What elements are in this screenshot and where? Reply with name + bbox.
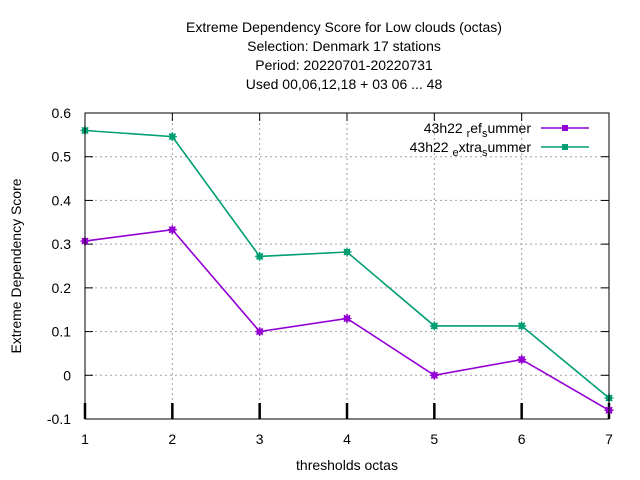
legend-label-part: ummer <box>487 139 531 155</box>
x-tick-label: 2 <box>168 431 176 447</box>
y-tick-label: 0.3 <box>52 236 72 252</box>
legend-label-part: s <box>482 147 488 159</box>
y-tick-label: 0.5 <box>52 149 72 165</box>
x-tick-label: 3 <box>256 431 264 447</box>
x-tick-label: 5 <box>430 431 438 447</box>
series-lines <box>80 125 614 415</box>
y-tick-label: 0 <box>63 367 71 383</box>
data-point-marker <box>255 251 265 261</box>
legend-item: 43h22 refsummer <box>424 120 589 140</box>
chart-title: Extreme Dependency Score for Low clouds … <box>186 19 502 92</box>
y-tick-label: 0.6 <box>52 105 72 121</box>
legend-label-part: xtra <box>459 139 483 155</box>
plot-frame <box>84 112 610 420</box>
legend-swatch-marker <box>562 144 568 150</box>
title-line: Period: 20220701-20220731 <box>255 57 433 73</box>
grid <box>85 113 609 419</box>
data-point-marker <box>342 247 352 257</box>
legend-label-part: s <box>482 128 488 140</box>
data-point-marker <box>342 313 352 323</box>
legend-label-part: ummer <box>487 120 531 136</box>
legend-swatch-marker <box>562 125 568 131</box>
data-point-marker <box>517 355 527 365</box>
data-point-marker <box>429 370 439 380</box>
legend-label: 43h22 extrasummer <box>410 139 532 159</box>
x-axis-label: thresholds octas <box>296 457 398 473</box>
legend-label-part: 43h22 <box>424 120 467 136</box>
legend-label: 43h22 refsummer <box>424 120 532 140</box>
y-tick-label: 0.2 <box>52 280 72 296</box>
y-axis-label: Extreme Dependency Score <box>8 178 24 353</box>
title-line: Selection: Denmark 17 stations <box>247 38 441 54</box>
x-tick-label: 7 <box>605 431 613 447</box>
legend-item: 43h22 extrasummer <box>410 139 589 159</box>
data-point-marker <box>517 321 527 331</box>
axis-ticks: -0.1 0 0.1 0.2 0.3 0.4 0.5 0.6 1 2 3 4 5 6 7 <box>47 105 613 447</box>
legend-label-part: r <box>467 128 471 140</box>
y-tick-label: 0.1 <box>52 324 72 340</box>
data-point-marker <box>255 327 265 337</box>
y-tick-label: -0.1 <box>47 411 71 427</box>
title-line: Extreme Dependency Score for Low clouds … <box>186 19 502 35</box>
x-tick-label: 4 <box>343 431 351 447</box>
legend-label-part: e <box>452 147 458 159</box>
x-tick-label: 6 <box>518 431 526 447</box>
y-tick-label: 0.4 <box>52 192 72 208</box>
title-line: Used 00,06,12,18 + 03 06 ... 48 <box>246 76 443 92</box>
legend-label-part: 43h22 <box>410 139 453 155</box>
data-point-marker <box>167 225 177 235</box>
data-point-marker <box>167 132 177 142</box>
data-point-marker <box>429 321 439 331</box>
x-tick-label: 1 <box>81 431 89 447</box>
legend-label-part: ef <box>470 120 482 136</box>
